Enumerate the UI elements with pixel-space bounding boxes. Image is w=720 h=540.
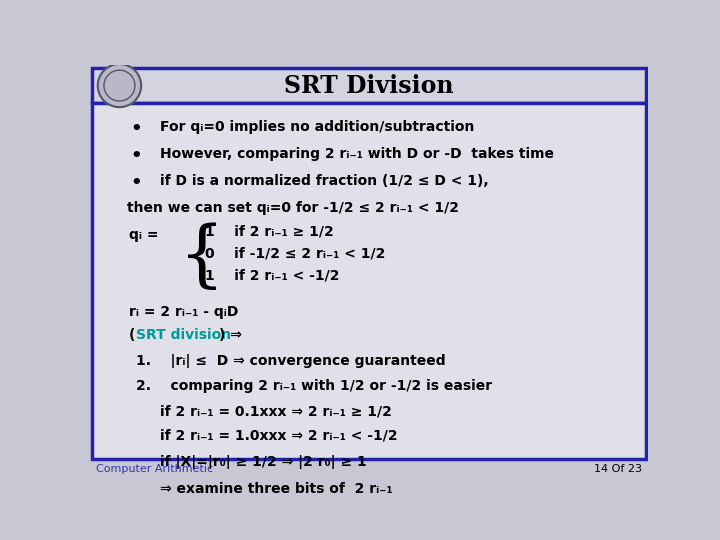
Text: •: • — [130, 120, 142, 138]
Circle shape — [98, 64, 141, 107]
Text: if 2 rᵢ₋₁ = 1.0xxx ⇒ 2 rᵢ₋₁ < -1/2: if 2 rᵢ₋₁ = 1.0xxx ⇒ 2 rᵢ₋₁ < -1/2 — [160, 428, 397, 442]
Text: qᵢ =: qᵢ = — [129, 228, 158, 242]
Text: •: • — [130, 147, 142, 165]
Text: (: ( — [129, 328, 135, 342]
Text: •: • — [130, 174, 142, 192]
Text: For qᵢ=0 implies no addition/subtraction: For qᵢ=0 implies no addition/subtraction — [160, 120, 474, 134]
Text: 0    if -1/2 ≤ 2 rᵢ₋₁ < 1/2: 0 if -1/2 ≤ 2 rᵢ₋₁ < 1/2 — [204, 247, 385, 260]
Text: if 2 rᵢ₋₁ = 0.1xxx ⇒ 2 rᵢ₋₁ ≥ 1/2: if 2 rᵢ₋₁ = 0.1xxx ⇒ 2 rᵢ₋₁ ≥ 1/2 — [160, 404, 392, 418]
Text: SRT Division: SRT Division — [284, 73, 454, 98]
Text: 14 Of 23: 14 Of 23 — [594, 464, 642, 474]
Text: 1    if 2 rᵢ₋₁ ≥ 1/2: 1 if 2 rᵢ₋₁ ≥ 1/2 — [204, 225, 333, 239]
Text: if |X|=|r₀| ≥ 1/2 ⇒ |2 r₀| ≥ 1: if |X|=|r₀| ≥ 1/2 ⇒ |2 r₀| ≥ 1 — [160, 455, 366, 469]
Text: 1    if 2 rᵢ₋₁ < -1/2: 1 if 2 rᵢ₋₁ < -1/2 — [204, 268, 339, 282]
Text: Computer Arithmetic: Computer Arithmetic — [96, 464, 213, 474]
FancyBboxPatch shape — [91, 68, 647, 103]
FancyBboxPatch shape — [91, 103, 647, 459]
Text: if D is a normalized fraction (1/2 ≤ D < 1),: if D is a normalized fraction (1/2 ≤ D <… — [160, 174, 488, 188]
Text: 2.    comparing 2 rᵢ₋₁ with 1/2 or -1/2 is easier: 2. comparing 2 rᵢ₋₁ with 1/2 or -1/2 is … — [137, 379, 492, 393]
Text: {: { — [179, 222, 225, 293]
Text: SRT division: SRT division — [137, 328, 232, 342]
Text: then we can set qᵢ=0 for -1/2 ≤ 2 rᵢ₋₁ < 1/2: then we can set qᵢ=0 for -1/2 ≤ 2 rᵢ₋₁ <… — [127, 201, 459, 215]
Text: ) ⇒: ) ⇒ — [219, 328, 241, 342]
Text: 1.    |rᵢ| ≤  D ⇒ convergence guaranteed: 1. |rᵢ| ≤ D ⇒ convergence guaranteed — [137, 354, 446, 368]
Text: ⇒ examine three bits of  2 rᵢ₋₁: ⇒ examine three bits of 2 rᵢ₋₁ — [160, 482, 392, 496]
Text: However, comparing 2 rᵢ₋₁ with D or -D  takes time: However, comparing 2 rᵢ₋₁ with D or -D t… — [160, 147, 554, 161]
Text: rᵢ = 2 rᵢ₋₁ - qᵢD: rᵢ = 2 rᵢ₋₁ - qᵢD — [129, 305, 238, 319]
